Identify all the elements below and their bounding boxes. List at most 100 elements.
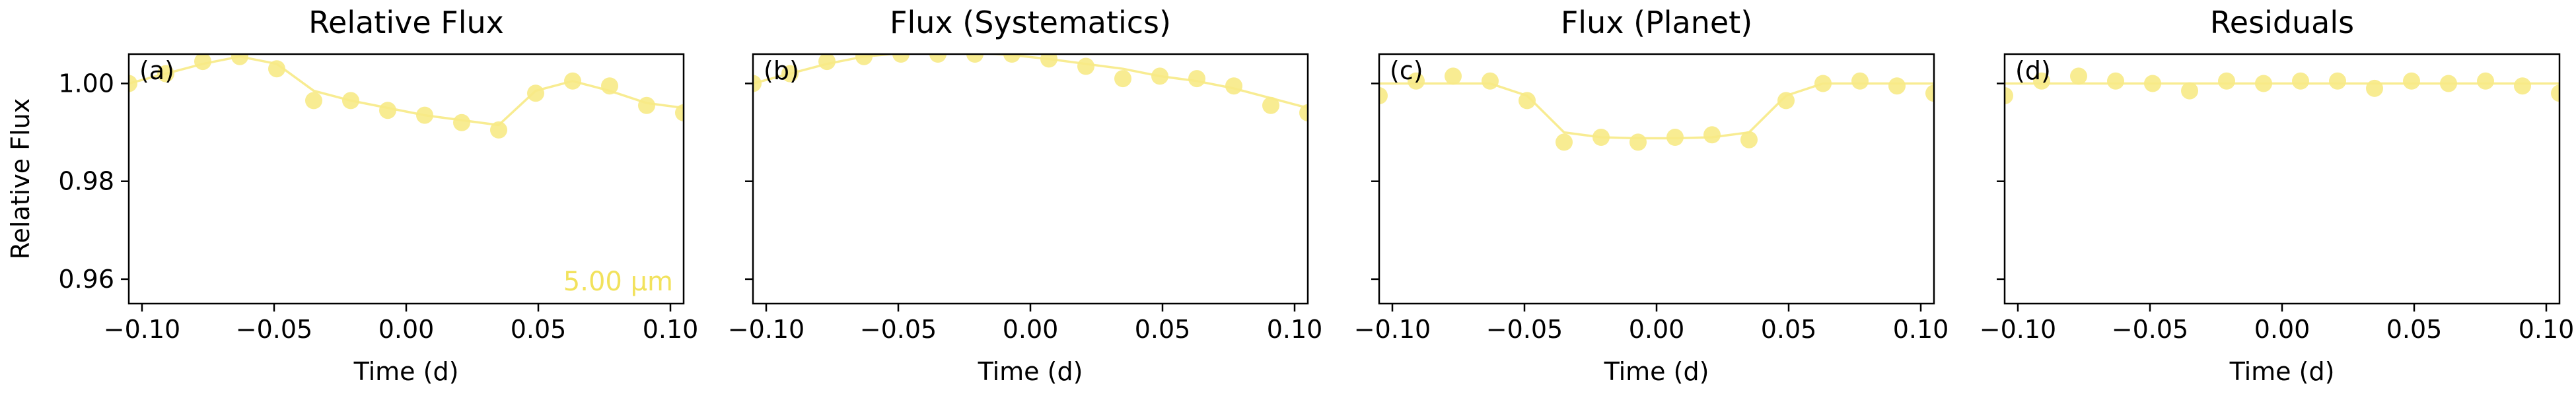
data-point bbox=[2070, 67, 2087, 85]
data-point bbox=[753, 75, 762, 92]
panel-title: Flux (Systematics) bbox=[890, 5, 1171, 40]
x-tick-label: 0.10 bbox=[1893, 315, 1949, 344]
x-tick-label: 0.05 bbox=[1761, 315, 1817, 344]
data-point bbox=[564, 72, 581, 90]
data-point bbox=[1077, 57, 1094, 75]
data-point bbox=[1225, 77, 1242, 95]
data-point bbox=[1703, 126, 1721, 144]
panel-title: Flux (Planet) bbox=[1561, 5, 1752, 40]
data-point bbox=[1925, 84, 1934, 102]
x-axis-label: Time (d) bbox=[2229, 357, 2335, 386]
x-axis-label: Time (d) bbox=[353, 357, 459, 386]
axes-frame bbox=[1378, 53, 1935, 305]
data-point bbox=[231, 54, 248, 65]
x-tick-label: 0.10 bbox=[2519, 315, 2575, 344]
panel-2: −0.10 −0.05 0.00 0.05 0.10 Flux (Systematics)… bbox=[728, 5, 1323, 386]
panel-letter: (b) bbox=[764, 56, 799, 85]
data-point bbox=[527, 84, 544, 102]
data-point bbox=[2181, 82, 2198, 100]
data-point bbox=[675, 104, 684, 121]
panel-title: Residuals bbox=[2210, 5, 2354, 40]
data-point bbox=[379, 102, 396, 119]
data-point bbox=[781, 65, 799, 82]
data-point bbox=[1379, 87, 1388, 104]
model-line bbox=[129, 55, 684, 127]
data-point bbox=[157, 65, 174, 82]
data-point bbox=[453, 114, 470, 131]
data-point bbox=[2440, 75, 2457, 92]
x-tick-label: 0.00 bbox=[1629, 315, 1685, 344]
data-point bbox=[2477, 72, 2494, 90]
data-point bbox=[966, 54, 984, 63]
x-axis-label: Time (d) bbox=[1604, 357, 1709, 386]
data-point bbox=[1888, 77, 1906, 95]
x-tick-label: −0.10 bbox=[1354, 315, 1431, 344]
axes-frame bbox=[2003, 53, 2561, 305]
data-point bbox=[305, 92, 322, 110]
x-tick-label: 0.05 bbox=[2386, 315, 2443, 344]
plot-area bbox=[129, 54, 684, 139]
y-tick-label: 0.96 bbox=[58, 265, 114, 294]
wavelength-annotation: 5.00 μm bbox=[563, 267, 673, 297]
x-tick-label: 0.10 bbox=[643, 315, 699, 344]
data-point bbox=[1262, 96, 1279, 114]
panel-1: −0.10 −0.05 0.00 0.05 0.10 0.96 0.98 1.00 Relati… bbox=[6, 5, 698, 386]
x-tick-label: 0.05 bbox=[511, 315, 567, 344]
axes-frame bbox=[752, 53, 1309, 305]
data-point bbox=[1666, 129, 1684, 146]
data-point bbox=[1519, 92, 1536, 110]
data-point bbox=[1445, 67, 1462, 85]
plot-area bbox=[1379, 67, 1934, 151]
panel-3: −0.10 −0.05 0.00 0.05 0.10 Flux (Planet) Time … bbox=[1354, 5, 1949, 386]
data-point bbox=[2403, 72, 2420, 90]
data-point bbox=[2255, 75, 2272, 92]
data-point bbox=[1299, 104, 1308, 121]
panel-4: −0.10 −0.05 0.00 0.05 0.10 Residuals Time (d) (… bbox=[1980, 5, 2575, 386]
x-tick-label: 0.00 bbox=[2254, 315, 2310, 344]
data-point bbox=[1482, 72, 1499, 90]
x-tick-label: 0.00 bbox=[1003, 315, 1059, 344]
model-line bbox=[1379, 82, 1934, 140]
data-point bbox=[638, 96, 655, 114]
plot-area bbox=[753, 54, 1308, 121]
data-point bbox=[2144, 75, 2161, 92]
data-point bbox=[2292, 72, 2309, 90]
data-point bbox=[2033, 72, 2050, 90]
data-point bbox=[1151, 67, 1168, 85]
x-axis-label: Time (d) bbox=[978, 357, 1083, 386]
data-point bbox=[1556, 133, 1573, 151]
x-tick-label: −0.05 bbox=[860, 315, 937, 344]
data-point bbox=[1851, 72, 1869, 90]
data-point bbox=[194, 54, 211, 71]
data-point bbox=[1740, 131, 1758, 148]
x-tick-label: 0.05 bbox=[1135, 315, 1191, 344]
data-point bbox=[2514, 77, 2531, 95]
data-point bbox=[1408, 72, 1425, 90]
data-point bbox=[342, 92, 359, 110]
x-tick-label: 0.10 bbox=[1267, 315, 1323, 344]
panel-title: Relative Flux bbox=[308, 5, 504, 40]
data-point bbox=[892, 54, 910, 63]
data-point bbox=[818, 54, 836, 71]
x-tick-label: −0.10 bbox=[728, 315, 805, 344]
panel-letter: (c) bbox=[1390, 56, 1423, 85]
data-point bbox=[929, 54, 947, 63]
data-point bbox=[490, 121, 507, 139]
data-point bbox=[2218, 72, 2235, 90]
data-point bbox=[2366, 79, 2383, 97]
data-point bbox=[2551, 84, 2559, 102]
data-point bbox=[1188, 70, 1205, 88]
y-tick-label: 1.00 bbox=[58, 69, 114, 98]
data-point bbox=[416, 106, 433, 124]
data-point bbox=[1003, 54, 1020, 63]
data-point bbox=[601, 77, 618, 95]
data-point bbox=[1040, 54, 1057, 68]
y-axis-label: Relative Flux bbox=[6, 98, 35, 259]
x-tick-label: −0.05 bbox=[1486, 315, 1563, 344]
data-point bbox=[268, 60, 285, 78]
data-point bbox=[1814, 75, 1832, 92]
data-point bbox=[2329, 72, 2346, 90]
x-tick-label: −0.05 bbox=[236, 315, 312, 344]
panel-letter: (a) bbox=[139, 56, 174, 85]
